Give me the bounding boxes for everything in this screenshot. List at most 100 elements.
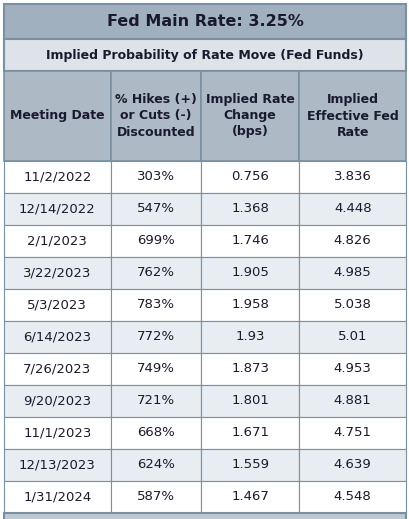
Text: 4.826: 4.826 [333,235,371,248]
Text: 5/3/2023: 5/3/2023 [27,298,87,311]
Text: 1.801: 1.801 [231,394,268,407]
Bar [299,449,405,481]
Text: 1.671: 1.671 [231,427,269,440]
Bar [4,4,405,39]
Bar [4,385,110,417]
Bar [200,321,299,353]
Text: 749%: 749% [137,362,174,376]
Text: 1.958: 1.958 [231,298,268,311]
Text: 1.559: 1.559 [231,458,269,471]
Text: 4.881: 4.881 [333,394,371,407]
Text: 3.836: 3.836 [333,171,371,184]
Bar [4,257,110,289]
Bar [200,193,299,225]
Text: 772%: 772% [136,331,174,344]
Text: 624%: 624% [137,458,174,471]
Bar [4,513,405,519]
Text: 5.01: 5.01 [337,331,366,344]
Bar [110,225,200,257]
Text: 587%: 587% [137,490,174,503]
Bar [110,353,200,385]
Text: 4.548: 4.548 [333,490,371,503]
Bar [110,481,200,513]
Bar [200,353,299,385]
Bar [299,193,405,225]
Bar [299,481,405,513]
Text: % Hikes (+)
or Cuts (-)
Discounted: % Hikes (+) or Cuts (-) Discounted [115,93,196,139]
Bar [299,417,405,449]
Text: 9/20/2023: 9/20/2023 [23,394,91,407]
Bar [4,289,110,321]
Bar [110,71,200,161]
Text: 4.953: 4.953 [333,362,371,376]
Text: 1.368: 1.368 [231,202,268,215]
Bar [4,193,110,225]
Bar [299,289,405,321]
Bar [299,321,405,353]
Bar [110,257,200,289]
Text: 547%: 547% [137,202,174,215]
Bar [110,289,200,321]
Bar [200,289,299,321]
Text: 762%: 762% [137,266,174,280]
Text: 1.467: 1.467 [231,490,268,503]
Bar [4,481,110,513]
Text: 3/22/2023: 3/22/2023 [23,266,91,280]
Text: Implied Probability of Rate Move (Fed Funds): Implied Probability of Rate Move (Fed Fu… [46,48,363,61]
Bar [299,257,405,289]
Bar [299,353,405,385]
Bar [110,321,200,353]
Text: 2/1/2023: 2/1/2023 [27,235,87,248]
Text: Fed Main Rate: 3.25%: Fed Main Rate: 3.25% [106,14,303,29]
Text: 12/14/2022: 12/14/2022 [19,202,95,215]
Bar [200,481,299,513]
Bar [110,449,200,481]
Text: 5.038: 5.038 [333,298,371,311]
Bar [4,321,110,353]
Text: 303%: 303% [137,171,174,184]
Text: 1.873: 1.873 [231,362,269,376]
Text: 1/31/2024: 1/31/2024 [23,490,91,503]
Text: 0.756: 0.756 [231,171,268,184]
Text: 699%: 699% [137,235,174,248]
Text: 721%: 721% [136,394,174,407]
Bar [200,385,299,417]
Text: 668%: 668% [137,427,174,440]
Text: 11/2/2022: 11/2/2022 [23,171,91,184]
Bar [110,193,200,225]
Bar [4,39,405,71]
Text: 11/1/2023: 11/1/2023 [23,427,91,440]
Bar [200,71,299,161]
Text: 4.751: 4.751 [333,427,371,440]
Text: 12/13/2023: 12/13/2023 [19,458,95,471]
Bar [200,417,299,449]
Bar [4,161,110,193]
Bar [299,225,405,257]
Text: Implied
Effective Fed
Rate: Implied Effective Fed Rate [306,93,398,139]
Bar [299,161,405,193]
Bar [299,385,405,417]
Bar [200,225,299,257]
Text: 4.985: 4.985 [333,266,371,280]
Bar [110,161,200,193]
Text: 7/26/2023: 7/26/2023 [23,362,91,376]
Bar [4,71,110,161]
Bar [4,449,110,481]
Bar [200,257,299,289]
Text: 783%: 783% [137,298,174,311]
Bar [4,417,110,449]
Bar [200,449,299,481]
Bar [110,417,200,449]
Text: 1.746: 1.746 [231,235,268,248]
Bar [4,353,110,385]
Text: Implied Rate
Change
(bps): Implied Rate Change (bps) [205,93,294,139]
Text: 1.93: 1.93 [235,331,264,344]
Bar [299,71,405,161]
Text: 6/14/2023: 6/14/2023 [23,331,91,344]
Text: 1.905: 1.905 [231,266,268,280]
Bar [200,161,299,193]
Bar [4,225,110,257]
Text: Meeting Date: Meeting Date [10,110,104,122]
Text: 4.639: 4.639 [333,458,371,471]
Text: 4.448: 4.448 [333,202,371,215]
